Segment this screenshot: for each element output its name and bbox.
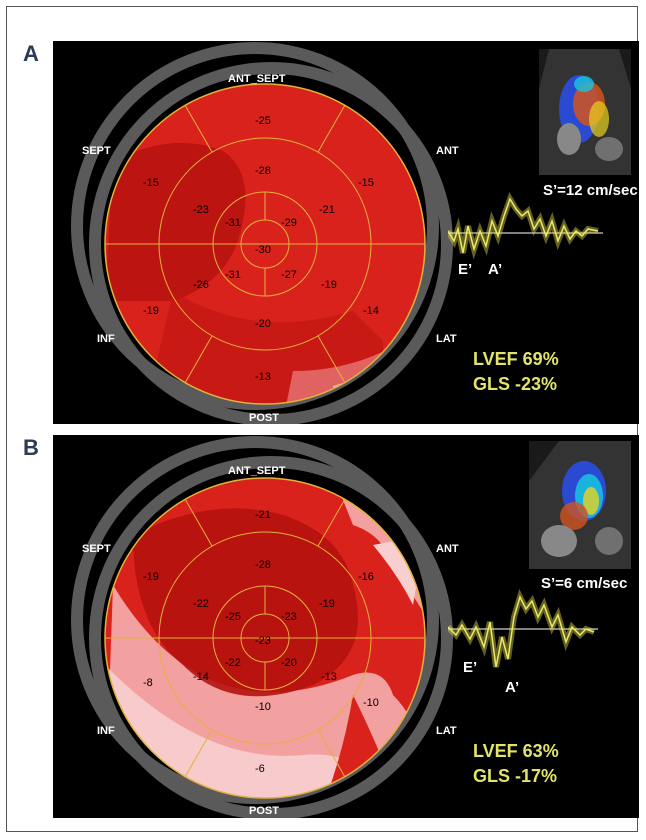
segment-value: -20	[281, 657, 297, 669]
panel-a-letter: A	[23, 41, 39, 66]
segment-value: -14	[363, 305, 379, 317]
segment-value: -23	[281, 611, 297, 623]
segment-value: -16	[358, 571, 374, 583]
panel-b-letter: B	[23, 435, 39, 460]
label-post: POST	[249, 805, 279, 817]
segment-value: -26	[193, 279, 209, 291]
segment-value: -19	[143, 571, 159, 583]
e-prime-label: E’	[463, 659, 478, 676]
doppler-echo-image	[539, 49, 631, 175]
e-prime-label: E’	[458, 261, 473, 278]
segment-value: -29	[281, 217, 297, 229]
segment-value-apex: -23	[255, 635, 271, 647]
segment-value: -19	[143, 305, 159, 317]
segment-value: -25	[255, 115, 271, 127]
label-post: POST	[249, 412, 279, 424]
label-sept: SEPT	[82, 145, 111, 157]
segment-value: -19	[319, 598, 335, 610]
tissue-velocity-label: S’=6 cm/sec	[541, 575, 628, 592]
label-ant-sept: ANT_SEPT	[228, 465, 286, 477]
segment-value: -22	[225, 657, 241, 669]
outer-ring	[89, 456, 453, 818]
segment-value: -6	[255, 763, 265, 775]
segment-value: -22	[193, 598, 209, 610]
bullseye-a	[71, 42, 453, 424]
label-inf: INF	[97, 725, 115, 737]
segment-value: -31	[225, 217, 241, 229]
lvef-value: LVEF 63%	[473, 741, 559, 761]
segment-value: -19	[321, 279, 337, 291]
label-ant: ANT	[436, 145, 459, 157]
segment-value: -21	[319, 204, 335, 216]
bullseye-b	[71, 436, 453, 818]
figure-frame: A	[6, 6, 639, 832]
a-prime-label: A’	[505, 679, 520, 696]
segment-value: -31	[225, 269, 241, 281]
segment-value: -28	[255, 559, 271, 571]
label-ant: ANT	[436, 543, 459, 555]
a-prime-label: A’	[488, 261, 503, 278]
segment-value: -15	[358, 177, 374, 189]
segment-value-apex: -30	[255, 244, 271, 256]
segment-value: -27	[281, 269, 297, 281]
segment-value: -10	[363, 697, 379, 709]
panel-a: ANT_SEPT ANT LAT POST INF SEPT -25 -15 -…	[53, 41, 639, 424]
lvef-value: LVEF 69%	[473, 349, 559, 369]
segment-value: -14	[193, 671, 209, 683]
label-inf: INF	[97, 333, 115, 345]
segment-value: -23	[193, 204, 209, 216]
label-ant-sept: ANT_SEPT	[228, 73, 286, 85]
panel-b: ANT_SEPT ANT LAT POST INF SEPT -21 -16 -…	[53, 435, 639, 818]
tissue-doppler-waveform	[448, 191, 603, 260]
doppler-echo-image	[529, 441, 631, 569]
gls-value: GLS -23%	[473, 374, 558, 394]
segment-value: -13	[321, 671, 337, 683]
label-lat: LAT	[436, 725, 457, 737]
gls-value: GLS -17%	[473, 766, 558, 786]
segment-value: -15	[143, 177, 159, 189]
label-sept: SEPT	[82, 543, 111, 555]
segment-value: -21	[255, 509, 271, 521]
segment-value: -8	[143, 677, 153, 689]
outer-ring	[89, 62, 453, 424]
segment-value: -10	[255, 701, 271, 713]
segment-value: -25	[225, 611, 241, 623]
tissue-velocity-label: S’=12 cm/sec	[543, 182, 638, 199]
segment-value: -13	[255, 371, 271, 383]
tissue-doppler-waveform	[448, 588, 598, 668]
segment-value: -20	[255, 318, 271, 330]
segment-value: -28	[255, 165, 271, 177]
label-lat: LAT	[436, 333, 457, 345]
